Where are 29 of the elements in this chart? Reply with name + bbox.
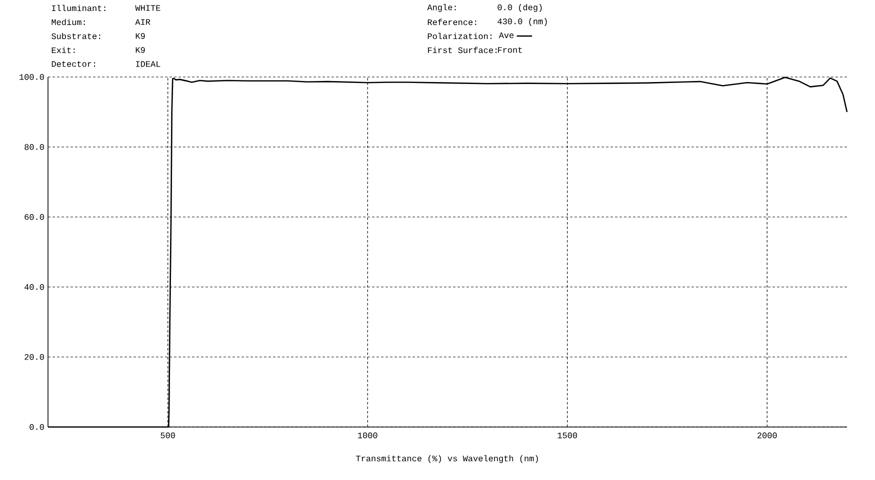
text: Polarization: [428,32,492,40]
x-tick-label: 2000 [758,432,777,438]
text: Illuminant: [52,4,106,12]
text: IDEAL [136,61,160,67]
x-tick-label: 1500 [558,432,578,438]
text: K9 [136,47,145,53]
x-axis-title: Transmittance (%) vs Wavelength (nm) [356,455,538,464]
text: First Surface: [428,46,497,54]
y-tick-label: 100.0 [20,74,44,80]
text: Front [498,47,522,53]
text: Detector: [52,61,96,67]
text: Medium: [52,18,85,26]
y-tick-label: 0.0 [30,424,44,430]
text: Exit: [52,46,75,54]
y-tick-label: 80.0 [24,144,44,150]
text: WHITE [135,5,160,11]
text: AIR [135,19,150,25]
text: 430.0 (nm) [498,18,547,26]
legend-label: Ave [498,32,514,38]
y-tick-label: 60.0 [24,214,44,220]
text: K9 [136,33,145,39]
x-tick-label: 1000 [358,432,378,438]
text: Angle: [427,4,456,12]
text: Substrate: [52,32,100,40]
text: Reference: [428,18,476,26]
text: 0.0 (deg) [498,4,542,12]
x-tick-label: 500 [160,432,175,438]
y-tick-label: 20.0 [24,354,44,360]
y-tick-label: 40.0 [24,284,44,290]
